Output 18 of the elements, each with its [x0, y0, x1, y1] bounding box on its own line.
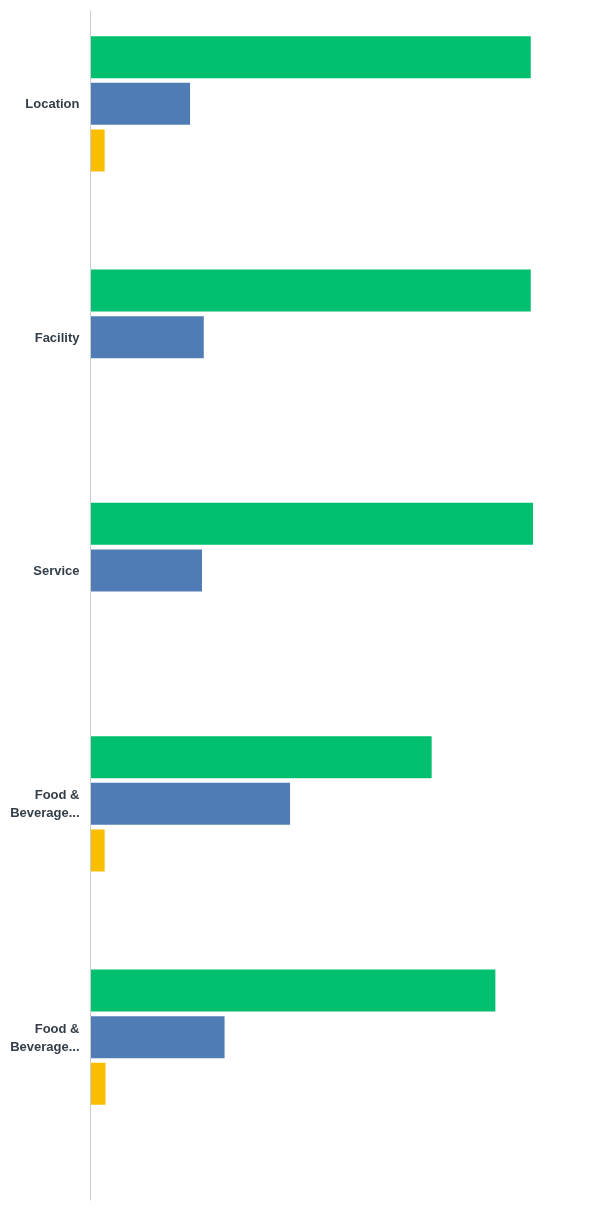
y-tick-label: Facility — [34, 329, 81, 345]
bar — [90, 36, 531, 79]
y-tick-label: Service — [33, 563, 80, 578]
bar — [90, 829, 105, 872]
bar — [90, 549, 202, 592]
y-tick-label: Food & Beverage... — [10, 787, 80, 821]
bar — [90, 1016, 225, 1059]
y-tick-label: Location — [25, 96, 80, 112]
bar — [90, 269, 531, 312]
y-tick-label: Food & Beverage... — [10, 1020, 80, 1054]
bar — [90, 1062, 106, 1105]
bar — [90, 316, 204, 359]
bar — [90, 736, 432, 779]
bar — [90, 82, 191, 125]
bar — [90, 969, 496, 1012]
bar — [90, 782, 291, 825]
bar — [90, 129, 105, 172]
bar — [90, 502, 533, 545]
